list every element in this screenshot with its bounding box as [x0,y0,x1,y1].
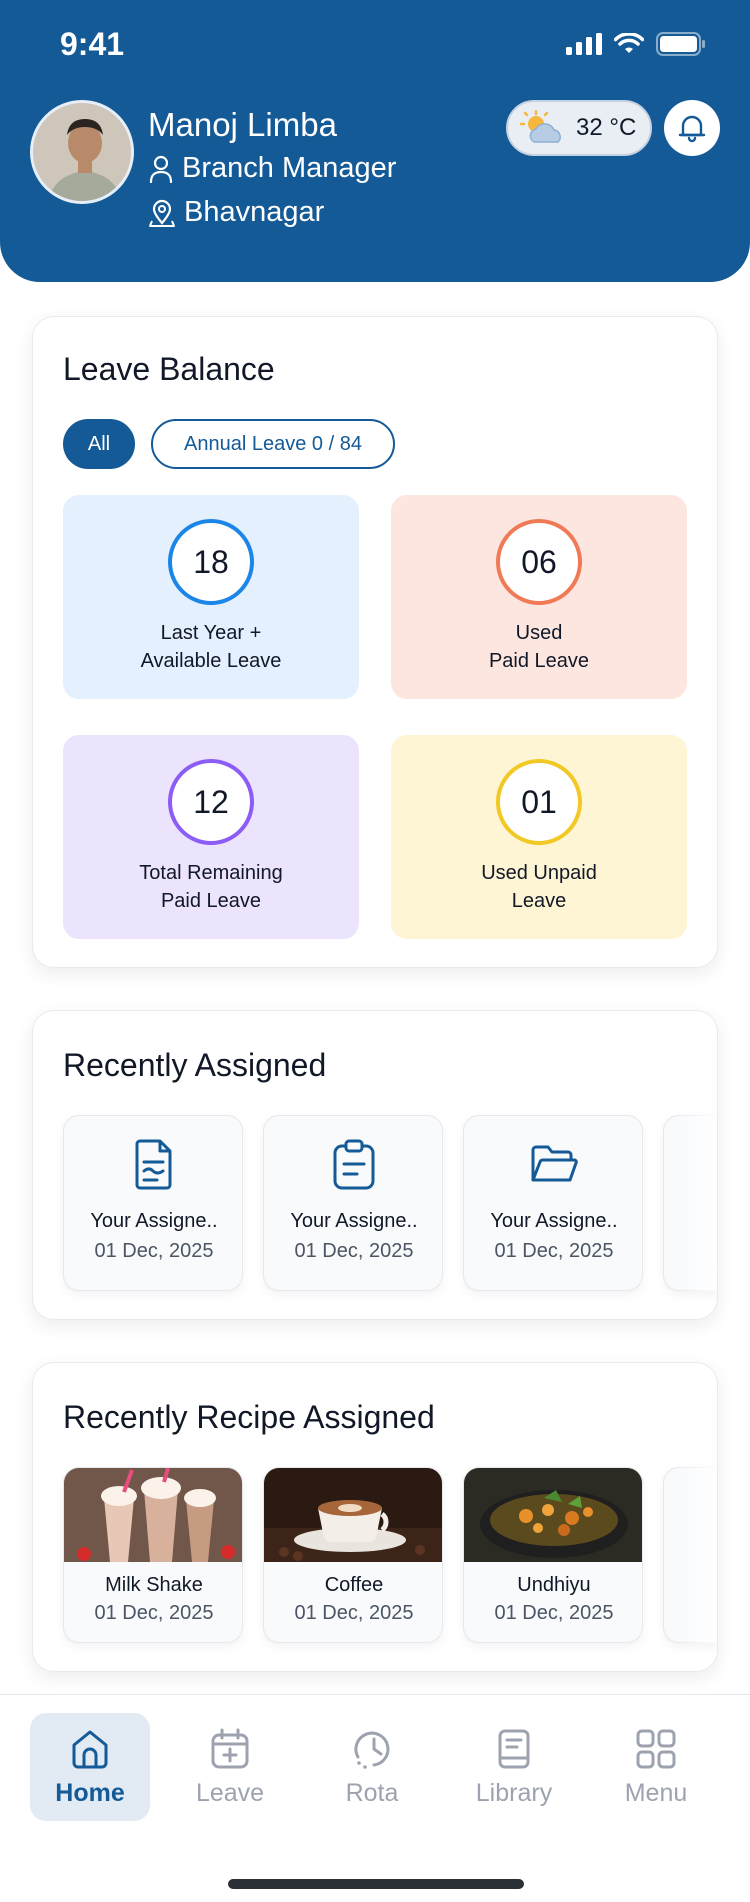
document-icon [135,1139,172,1190]
leave-tile-used-paid[interactable]: 06 Used Paid Leave [391,495,687,699]
person-icon [149,155,173,183]
recently-recipe-title: Recently Recipe Assigned [63,1399,435,1435]
leave-tile-value: 06 [496,519,582,605]
assigned-item-title: Your Assigne.. [90,1210,218,1232]
clipboard-icon [333,1139,375,1190]
status-time: 9:41 [60,26,125,62]
scroll-fade [677,1467,717,1643]
recipe-item[interactable]: Undhiyu 01 Dec, 2025 [463,1467,643,1643]
wifi-icon [614,33,644,53]
leave-tile-label: Last Year + Available Leave [140,622,282,672]
signal-icon [566,33,602,55]
assigned-item-title: Your Assigne.. [290,1210,418,1232]
nav-label: Library [475,1778,553,1807]
battery-icon [656,32,705,56]
recipe-item[interactable]: Coffee 01 Dec, 2025 [263,1467,443,1643]
calendar-plus-icon [211,1728,249,1768]
filter-all-chip[interactable]: All [63,419,135,469]
recently-recipe-card: Recently Recipe Assigned Milk Shake 01 D… [32,1362,718,1672]
nav-label: Home [55,1778,125,1807]
leave-tile-value: 12 [168,759,254,845]
home-icon [72,1730,108,1768]
partly-cloudy-icon [520,110,561,143]
notifications-button[interactable] [664,100,720,156]
avatar[interactable] [30,100,134,204]
assigned-item[interactable]: Your Assigne.. 01 Dec, 2025 [263,1115,443,1291]
recipe-item[interactable]: Milk Shake 01 Dec, 2025 [63,1467,243,1643]
nav-leave[interactable]: Leave [170,1713,290,1821]
nav-label: Menu [624,1778,688,1807]
assigned-item[interactable]: Your Assigne.. 01 Dec, 2025 [63,1115,243,1291]
leave-tile-used-unpaid[interactable]: 01 Used Unpaid Leave [391,735,687,939]
recipe-item-date: 01 Dec, 2025 [94,1602,214,1624]
book-icon [498,1729,530,1768]
recipe-item-title: Coffee [324,1574,384,1596]
leave-balance-card: Leave Balance All Annual Leave 0 / 84 18… [32,316,718,968]
recipe-item-title: Undhiyu [517,1574,591,1596]
home-indicator[interactable] [228,1879,524,1889]
status-icons [566,32,706,56]
recently-assigned-title: Recently Assigned [63,1047,327,1083]
profile-header: 9:41 [0,0,750,282]
nav-home[interactable]: Home [30,1713,150,1821]
coffee-image [264,1468,442,1562]
assigned-item-date: 01 Dec, 2025 [494,1240,614,1262]
clock-history-icon [354,1731,390,1769]
nav-library[interactable]: Library [454,1713,574,1821]
leave-tile-available[interactable]: 18 Last Year + Available Leave [63,495,359,699]
scroll-fade [677,1115,717,1291]
leave-tile-label: Used Unpaid Leave [481,862,597,912]
location-pin-icon [149,199,175,227]
leave-tile-remaining-paid[interactable]: 12 Total Remaining Paid Leave [63,735,359,939]
leave-tile-value: 18 [168,519,254,605]
leave-balance-title: Leave Balance [63,351,275,387]
user-location: Bhavnagar [148,196,324,229]
grid-icon [636,1729,676,1768]
folder-icon [531,1145,578,1182]
nav-label: Leave [195,1778,265,1807]
nav-rota[interactable]: Rota [312,1713,432,1821]
nav-menu[interactable]: Menu [596,1713,716,1821]
recipe-item-title: Milk Shake [105,1574,203,1596]
assigned-item-date: 01 Dec, 2025 [294,1240,414,1262]
user-role: Branch Manager [148,152,396,185]
nav-label: Rota [345,1778,399,1807]
leave-tile-value: 01 [496,759,582,845]
bell-icon [678,115,706,143]
bottom-navigation: Home Leave Rota Library [0,1694,750,1902]
undhiyu-image [464,1468,642,1562]
recipe-item-date: 01 Dec, 2025 [494,1602,614,1624]
leave-tile-label: Used Paid Leave [488,622,590,672]
milkshake-image [64,1468,242,1562]
user-name: Manoj Limba [148,106,337,143]
assigned-item[interactable]: Your Assigne.. 01 Dec, 2025 [463,1115,643,1291]
recently-assigned-card: Recently Assigned Your Assigne.. 01 Dec,… [32,1010,718,1320]
leave-tile-label: Total Remaining Paid Leave [139,862,283,912]
assigned-item-title: Your Assigne.. [490,1210,618,1232]
weather-temperature: 32 °C [576,114,637,141]
status-bar: 9:41 [0,0,750,90]
assigned-item-date: 01 Dec, 2025 [94,1240,214,1262]
user-location-text: Bhavnagar [184,196,325,228]
filter-annual-chip[interactable]: Annual Leave 0 / 84 [151,419,395,469]
weather-pill[interactable]: 32 °C [506,100,652,156]
recipe-item-date: 01 Dec, 2025 [294,1602,414,1624]
user-role-text: Branch Manager [182,152,397,184]
